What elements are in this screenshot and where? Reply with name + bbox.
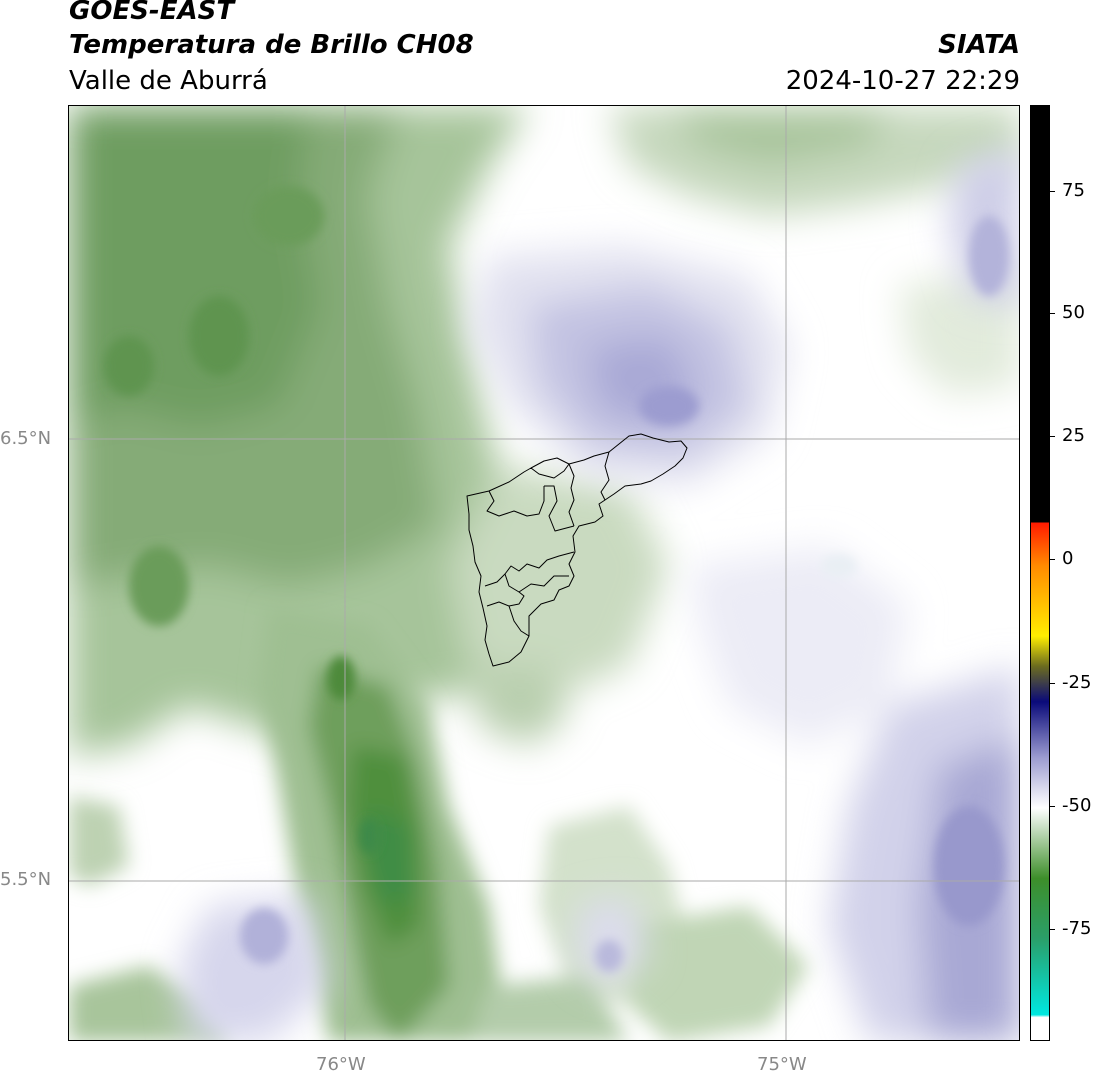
- title-product: Temperatura de Brillo CH08: [69, 30, 474, 60]
- colorbar-tick: [1050, 436, 1055, 437]
- brand-label: SIATA: [938, 30, 1020, 60]
- colorbar-tick: [1050, 313, 1055, 314]
- colorbar: [1030, 105, 1050, 1041]
- colorbar-label-75: 75: [1062, 180, 1085, 201]
- colorbar-label-minus-25: -25: [1062, 672, 1092, 693]
- colorbar-tick: [1050, 929, 1055, 930]
- lavender-cloud-field: [179, 146, 1019, 1040]
- colorbar-tick: [1050, 806, 1055, 807]
- colorbar-tick: [1050, 683, 1055, 684]
- lat-label-6-5n: 6.5°N: [0, 428, 52, 449]
- green-cloud-core: [69, 606, 809, 1040]
- municipal-boundaries: [466, 433, 688, 667]
- colorbar-tick: [1050, 559, 1055, 560]
- lat-label-5-5n: 5.5°N: [0, 869, 52, 890]
- map-gridlines: [69, 106, 1019, 1040]
- colorbar-tick: [1050, 191, 1055, 192]
- lon-label-75w: 75°W: [757, 1054, 807, 1075]
- detail-blobs: [104, 186, 1009, 972]
- map-panel[interactable]: [68, 105, 1020, 1041]
- colorbar-label-0: 0: [1062, 548, 1074, 569]
- colorbar-label-minus-50: -50: [1062, 795, 1092, 816]
- timestamp-label: 2024-10-27 22:29: [785, 66, 1020, 96]
- subtitle-region: Valle de Aburrá: [69, 66, 268, 96]
- brightness-temperature-map: [69, 106, 1019, 1040]
- lon-label-76w: 76°W: [316, 1054, 366, 1075]
- colorbar-label-25: 25: [1062, 425, 1085, 446]
- colorbar-label-50: 50: [1062, 302, 1085, 323]
- title-satellite: GOES-EAST: [69, 0, 235, 26]
- colorbar-label-minus-75: -75: [1062, 918, 1092, 939]
